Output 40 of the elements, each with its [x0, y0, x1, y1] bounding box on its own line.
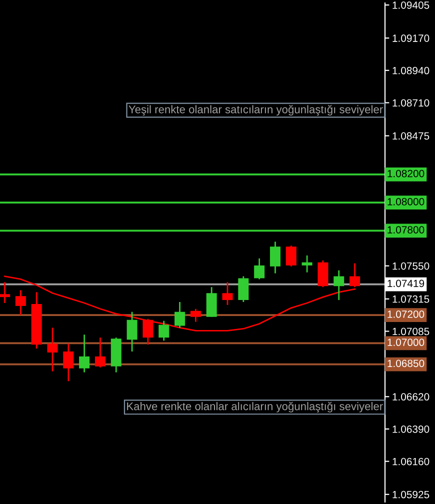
y-tick-label: 1.06390: [392, 425, 430, 433]
candlestick: [158, 320, 170, 342]
y-tick-label: 1.07085: [392, 328, 430, 336]
candlestick: [318, 260, 328, 288]
ref-line-label: 1.07800: [388, 226, 424, 234]
ref-line-label: 1.08200: [388, 170, 424, 178]
ref-line-label: 1.07000: [388, 338, 424, 346]
y-tick-label: 1.07315: [392, 295, 430, 303]
y-tick-label: 1.08475: [392, 132, 430, 140]
candlestick: [15, 290, 26, 316]
y-tick-label: 1.07550: [392, 262, 430, 270]
y-tick-label: 1.09170: [392, 34, 430, 42]
ref-line-label: 1.07200: [388, 310, 424, 318]
annotation: Kahve renkte olanlar alıcıların yoğunlaştığı seviyeler: [127, 402, 383, 412]
candlestick: [79, 334, 90, 374]
candlestick: [63, 342, 74, 382]
candlestick: [126, 311, 138, 352]
y-tick-label: 1.08710: [392, 99, 430, 107]
ref-line-label: 1.08000: [388, 198, 424, 206]
candlestick: [206, 286, 217, 318]
annotation: Yeşil renkte olanlar satıcıların yoğunlaştığı seviyeler: [128, 105, 383, 116]
ref-line-label: 1.06850: [388, 360, 424, 368]
candlestick: [238, 276, 249, 303]
candlestick: [174, 301, 186, 328]
y-tick-label: 1.05925: [392, 490, 430, 498]
candlestick: [302, 254, 312, 274]
candlestick: [270, 240, 280, 274]
candlestick: [0, 281, 10, 304]
candlestick: [286, 244, 296, 268]
y-tick-label: 1.08940: [392, 66, 430, 74]
candlestick: [334, 270, 344, 301]
candlestick: [94, 336, 106, 368]
y-tick-label: 1.06160: [392, 458, 430, 466]
candlestick: [190, 308, 201, 323]
ref-line-label: 1.07419: [388, 280, 424, 288]
candlestick: [47, 327, 58, 372]
candlestick: [254, 258, 265, 280]
y-tick-label: 1.09405: [392, 1, 430, 9]
candlestick: [222, 281, 233, 306]
y-tick-label: 1.06620: [392, 393, 430, 401]
